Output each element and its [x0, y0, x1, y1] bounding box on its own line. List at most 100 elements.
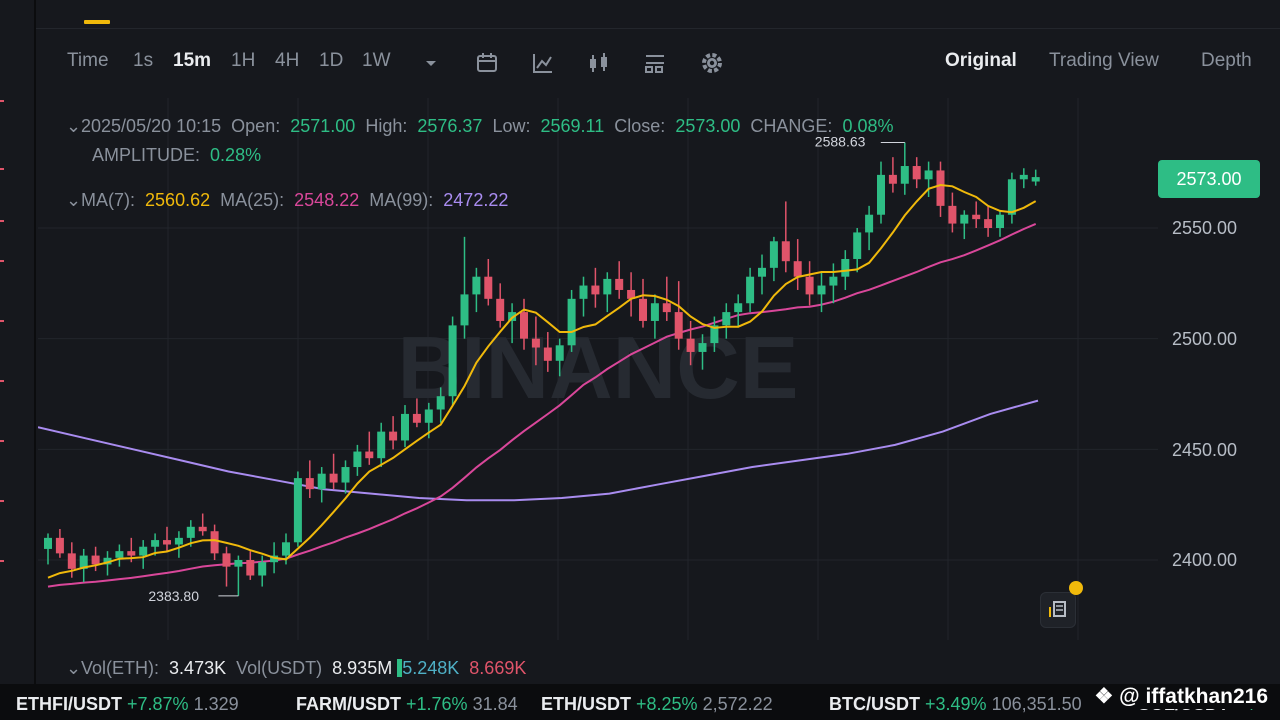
candle-body: [305, 478, 314, 490]
candle-body: [401, 413, 409, 441]
high-label: High:: [365, 116, 408, 136]
notes-button[interactable]: [1040, 581, 1083, 628]
candle-body: [912, 166, 921, 180]
price-axis-label: 2400.00: [1172, 550, 1238, 570]
candle-body: [734, 303, 743, 313]
interval-1s[interactable]: 1s: [133, 50, 154, 71]
candle-body: [508, 312, 517, 321]
collapse-chevron-icon[interactable]: ⌄: [66, 658, 82, 678]
candle-body: [662, 303, 671, 313]
vol-sell-value: 8.669K: [469, 658, 527, 678]
candle-body: [198, 526, 207, 532]
candle-body: [591, 285, 600, 295]
close-label: Close:: [614, 116, 666, 136]
view-trading-view[interactable]: Trading View: [1049, 50, 1159, 71]
candle-body: [817, 285, 826, 295]
candle-body: [984, 219, 993, 228]
price-chart[interactable]: BINANCE 2588.63 2383.80: [38, 98, 1280, 684]
layout-icon[interactable]: [642, 50, 668, 76]
interval-1d[interactable]: 1D: [319, 50, 344, 71]
candle-body: [377, 431, 386, 459]
candle-body: [936, 170, 945, 206]
interval-15m[interactable]: 15m: [173, 50, 212, 71]
candle-body: [948, 205, 957, 224]
view-depth[interactable]: Depth: [1201, 50, 1252, 71]
price-axis-label: 2450.00: [1172, 440, 1238, 460]
candle-body: [448, 325, 457, 397]
candle-body: [341, 467, 350, 483]
vol-buy-value: 5.248K: [402, 658, 460, 678]
notes-icon: [1049, 601, 1066, 617]
ticker-item[interactable]: ETH/USDT +8.25% 2,572.22: [541, 694, 773, 714]
candle-body: [888, 174, 897, 184]
candle-body: [543, 347, 552, 361]
candle-body: [686, 338, 695, 352]
panel-marker: [0, 260, 4, 262]
ticker-item[interactable]: ETHFI/USDT +7.87% 1.329: [16, 694, 239, 714]
candle-body: [960, 214, 969, 224]
candle-datetime: 2025/05/20 10:15: [81, 116, 222, 136]
panel-marker: [0, 100, 4, 102]
candle-body: [567, 298, 576, 346]
interval-1h[interactable]: 1H: [231, 50, 256, 71]
indicator-icon[interactable]: [530, 50, 556, 76]
candle-type-icon[interactable]: [586, 50, 612, 76]
candle-body: [412, 413, 421, 423]
price-axis-label: 2550.00: [1172, 218, 1238, 238]
candle-body: [472, 276, 481, 295]
change-label: CHANGE:: [750, 116, 833, 136]
close-value: 2573.00: [675, 116, 741, 136]
candle-body: [781, 241, 790, 262]
binance-watermark: BINANCE: [398, 318, 799, 417]
candle-body: [555, 345, 564, 361]
view-original[interactable]: Original: [945, 50, 1017, 71]
calendar-icon[interactable]: [474, 50, 500, 76]
ma7-label: MA(7):: [81, 190, 136, 210]
high-annotation: 2588.63: [815, 133, 866, 149]
vol-eth-value: 3.473K: [169, 658, 227, 678]
gear-icon[interactable]: [699, 50, 725, 76]
candle-body: [531, 338, 540, 348]
candle-body: [924, 170, 933, 180]
price-axis-label: 2500.00: [1172, 329, 1238, 349]
candle-body: [270, 555, 279, 563]
current-price-tag: 2573.00: [1158, 160, 1260, 198]
candle-body: [460, 294, 469, 326]
notification-dot: [1069, 581, 1083, 595]
interval-4h[interactable]: 4H: [275, 50, 300, 71]
candle-body: [627, 289, 636, 299]
interval-time[interactable]: Time: [67, 50, 109, 71]
panel-marker: [0, 380, 4, 382]
vol-eth-label: Vol(ETH):: [81, 658, 160, 678]
candle-body: [317, 473, 326, 490]
amplitude-legend: AMPLITUDE: 0.28%: [92, 145, 261, 166]
candle-body: [877, 174, 885, 215]
candle-body: [746, 276, 755, 304]
candle-body: [758, 267, 766, 277]
candle-body: [615, 278, 624, 290]
candle-body: [246, 560, 255, 576]
candle-body: [603, 278, 612, 295]
candle-body: [424, 409, 433, 423]
candle-body: [210, 531, 219, 554]
candle-body: [1007, 179, 1016, 215]
interval-1w[interactable]: 1W: [362, 50, 391, 71]
collapse-chevron-icon[interactable]: ⌄: [66, 116, 82, 136]
vol-usdt-value: 8.935M: [332, 658, 393, 678]
ticker-item[interactable]: FARM/USDT +1.76% 31.84: [296, 694, 518, 714]
candle-body: [282, 542, 290, 556]
candle-body: [353, 451, 362, 468]
panel-marker: [0, 500, 4, 502]
ohlc-legend: ⌄ 2025/05/20 10:15 Open: 2571.00 High: 2…: [66, 116, 893, 137]
collapse-chevron-icon[interactable]: ⌄: [66, 190, 82, 210]
panel-marker: [0, 320, 4, 322]
high-value: 2576.37: [417, 116, 483, 136]
candle-body: [579, 285, 588, 299]
ticker-item[interactable]: BTC/USDT +3.49% 106,351.50: [829, 694, 1082, 714]
ma25-value: 2548.22: [294, 190, 360, 210]
candle-body: [79, 555, 88, 569]
dropdown-caret-icon[interactable]: [418, 50, 444, 76]
candle-body: [55, 537, 64, 554]
candle-body: [829, 276, 838, 286]
candle-body: [329, 473, 338, 483]
